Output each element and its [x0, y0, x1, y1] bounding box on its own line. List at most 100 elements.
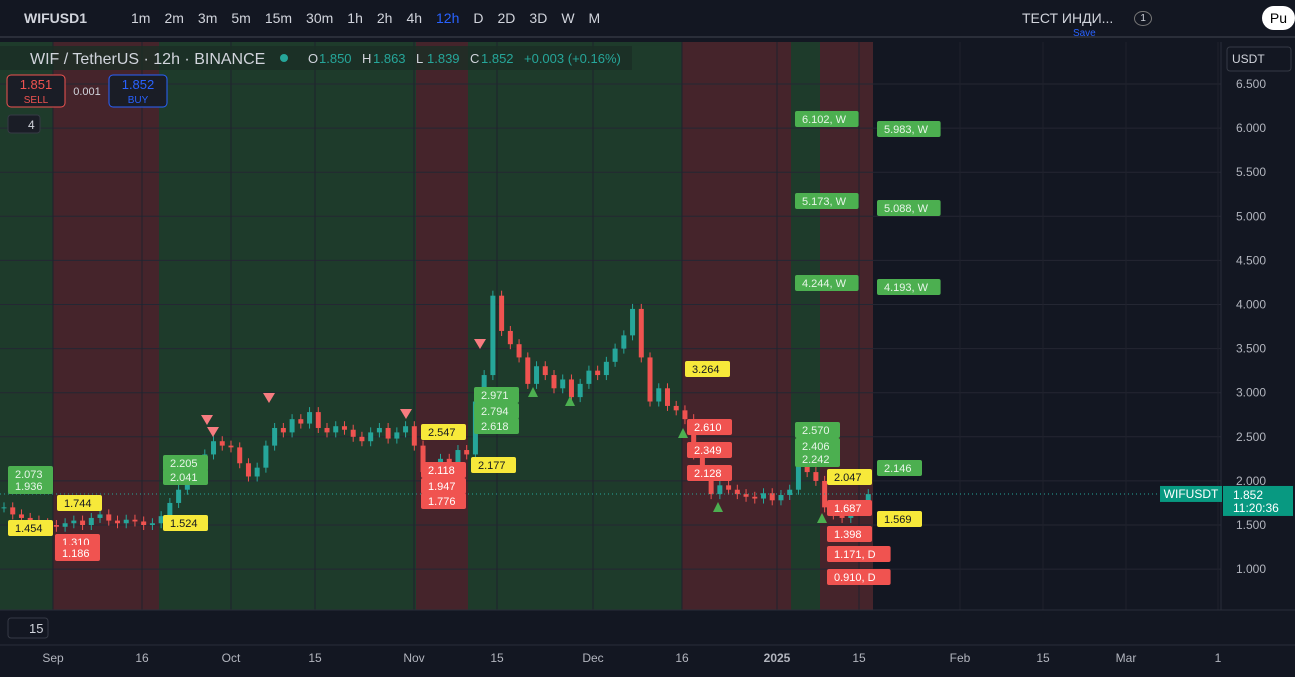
currency-select[interactable]: [1226, 46, 1292, 72]
candle: [27, 517, 33, 521]
candle: [228, 445, 234, 448]
price-tick-label: 6.500: [1236, 77, 1266, 91]
interval-button[interactable]: 15m: [264, 10, 293, 26]
level-label-bg: [795, 451, 840, 467]
candle: [464, 450, 470, 455]
interval-button[interactable]: 30m: [306, 10, 334, 26]
level-label: 1.687: [834, 503, 862, 515]
candle: [499, 295, 505, 331]
candle: [114, 520, 120, 524]
level-label: 2.406: [802, 441, 830, 453]
price-tick-label: 5.500: [1236, 165, 1266, 179]
candle: [350, 429, 356, 437]
ohlc-change: +0.003 (+0.16%): [524, 51, 621, 66]
candle: [324, 427, 330, 433]
pane-count: 15: [29, 621, 43, 636]
interval-button[interactable]: 3m: [197, 10, 218, 26]
symbol-search[interactable]: WIFUSD1: [24, 10, 87, 26]
candle: [141, 521, 147, 525]
indicators-toggle[interactable]: [7, 114, 41, 134]
level-label-bg: [471, 457, 516, 473]
candle: [176, 489, 182, 503]
signal-triangle: [817, 513, 827, 523]
level-label-bg: [687, 442, 732, 458]
candle: [368, 432, 374, 442]
level-label-bg: [474, 418, 519, 434]
interval-button[interactable]: 2D: [497, 10, 516, 26]
interval-button[interactable]: 1h: [347, 10, 363, 26]
candle: [708, 472, 714, 495]
buy-box[interactable]: [108, 74, 168, 108]
level-label-bg: [827, 500, 872, 516]
candle: [542, 366, 548, 376]
interval-button[interactable]: 5m: [231, 10, 251, 26]
interval-group: 1m 2m 3m 5m 15m 30m 1h 2h 4h 12h D 2D 3D W M: [124, 10, 607, 26]
candle: [638, 308, 644, 358]
price-tick-label: 6.000: [1236, 121, 1266, 135]
level-label-bg: [795, 438, 840, 454]
candle: [10, 507, 16, 515]
indicator-template[interactable]: ТЕСТ ИНДИ... Save: [1015, 10, 1120, 39]
interval-button[interactable]: 2m: [164, 10, 184, 26]
price-tick-label: 2.500: [1236, 430, 1266, 444]
save-button[interactable]: Save: [1072, 28, 1096, 39]
time-label: 16: [135, 651, 149, 665]
level-label-bg: [474, 387, 519, 403]
symbol-tag-bg: [1160, 485, 1222, 502]
time-label: Feb: [950, 651, 971, 665]
interval-button[interactable]: D: [473, 10, 484, 26]
candle: [123, 519, 129, 524]
level-label: 2.570: [802, 425, 830, 437]
signal-triangle: [207, 427, 219, 437]
level-label: 1.776: [428, 496, 456, 508]
zone-band: [0, 42, 53, 610]
level-label: 1.186: [62, 548, 90, 560]
level-label-bg: [877, 121, 941, 137]
time-label: Nov: [403, 651, 424, 665]
candle: [691, 419, 697, 455]
level-label: 3.264: [692, 364, 720, 376]
time-label: Mar: [1116, 651, 1137, 665]
candle: [603, 361, 609, 376]
time-label: 1: [1215, 651, 1222, 665]
level-label-bg: [877, 279, 941, 295]
publish-button[interactable]: Pu: [1261, 6, 1295, 30]
candle: [167, 502, 173, 517]
candle: [394, 432, 400, 439]
indicator-name[interactable]: ТЕСТ ИНДИ...: [1021, 10, 1114, 26]
interval-button[interactable]: 3D: [529, 10, 548, 26]
level-label: 5.088, W: [884, 203, 929, 215]
time-label: 2025: [764, 651, 791, 665]
ohlc-value: 1.839: [427, 51, 460, 66]
countdown: 11:20:36: [1233, 501, 1279, 515]
candle: [411, 426, 417, 446]
candle: [280, 427, 286, 433]
interval-button[interactable]: M: [588, 10, 601, 26]
candle: [699, 454, 705, 473]
price-tick-label: 1.000: [1236, 562, 1266, 576]
candle: [211, 441, 217, 455]
interval-button[interactable]: 4h: [406, 10, 423, 26]
level-label-bg: [8, 520, 53, 536]
pane-toggle[interactable]: [7, 617, 49, 639]
interval-button[interactable]: 2h: [376, 10, 393, 26]
candle: [752, 496, 758, 499]
interval-button[interactable]: 1m: [131, 10, 151, 26]
level-label-bg: [163, 515, 208, 531]
level-label-bg: [421, 424, 466, 440]
candle: [237, 447, 243, 464]
level-label: 2.610: [694, 422, 722, 434]
indicators-count: 4: [28, 118, 35, 132]
candle: [403, 426, 409, 433]
candle: [839, 514, 845, 518]
signal-triangle: [565, 396, 575, 406]
level-label: 2.146: [884, 463, 912, 475]
interval-button[interactable]: 12h: [436, 10, 460, 26]
level-label-bg: [687, 419, 732, 435]
interval-button[interactable]: W: [561, 10, 575, 26]
level-label: 1.569: [884, 514, 912, 526]
sell-price: 1.851: [20, 77, 53, 92]
sell-box[interactable]: [6, 74, 66, 108]
candle: [795, 463, 801, 490]
